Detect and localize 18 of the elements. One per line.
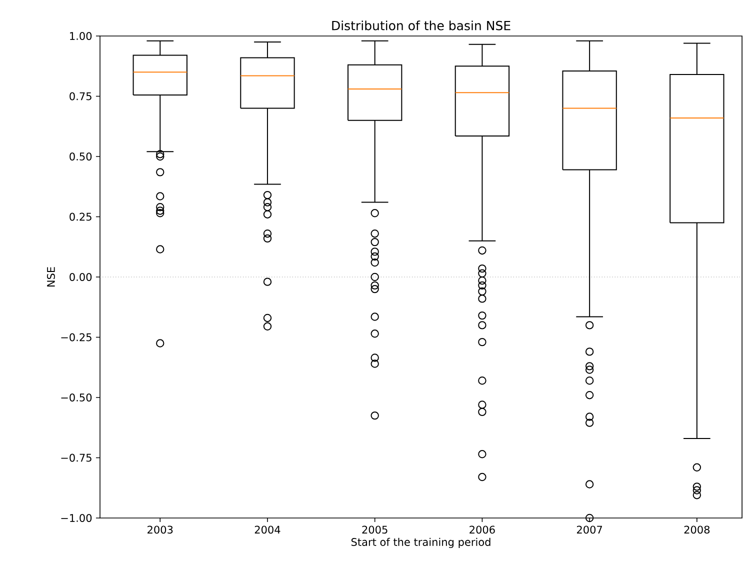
y-tick-label: 1.00: [70, 32, 92, 40]
y-tick-label: −0.50: [61, 394, 92, 402]
x-tick-label: 2008: [684, 526, 710, 534]
x-axis-title: Start of the training period: [351, 538, 490, 548]
x-tick-label: 2005: [362, 526, 388, 534]
y-tick-label: −0.75: [61, 454, 92, 462]
x-tick-label: 2006: [470, 526, 495, 534]
x-tick-label: 2007: [576, 526, 602, 534]
x-tick-label: 2004: [254, 526, 280, 534]
y-tick-label: −1.00: [61, 514, 92, 522]
y-axis-title: NSE: [46, 267, 55, 287]
y-tick-label: −0.25: [61, 333, 92, 342]
y-tick-label: 0.50: [70, 152, 92, 160]
x-tick-label: 2003: [148, 526, 173, 534]
y-tick-label: 0.00: [70, 273, 92, 281]
y-tick-label: 0.25: [70, 212, 92, 221]
y-tick-label: 0.75: [70, 92, 92, 100]
chart-title: Distribution of the basin NSE: [332, 20, 510, 30]
